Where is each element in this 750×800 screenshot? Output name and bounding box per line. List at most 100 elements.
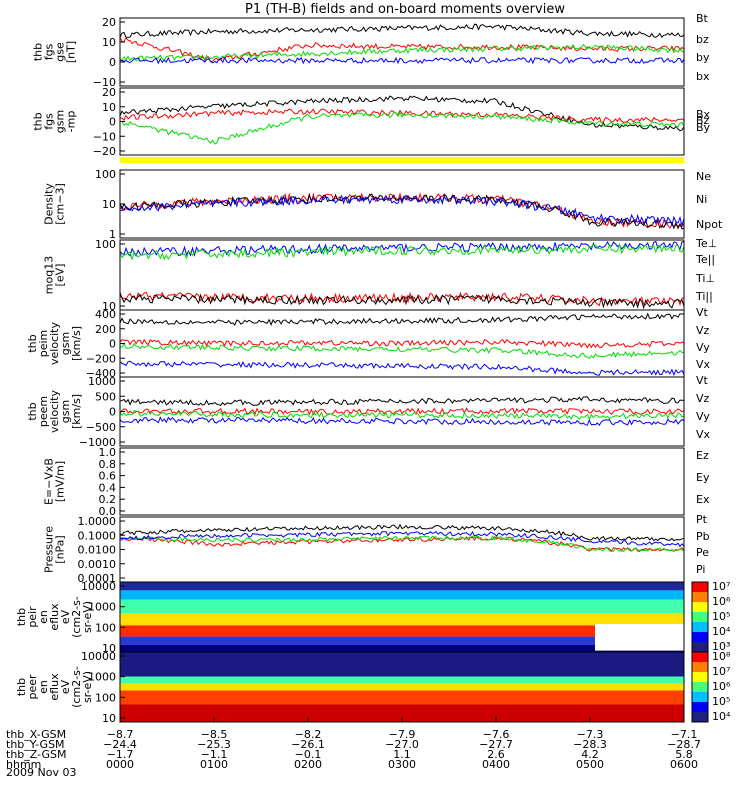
ephemeris-value: −28.7 bbox=[667, 738, 701, 751]
y-tick-label: 400 bbox=[95, 308, 116, 321]
ephemeris-value: 0100 bbox=[200, 758, 228, 771]
y-tick-label: −400 bbox=[86, 367, 116, 380]
panel-6: Vt Vz Vy Vx 1000 500 0 −500 −1000 thbpeemvelocity… bbox=[26, 374, 711, 449]
y-tick-label: 0.4 bbox=[99, 481, 117, 494]
spectrogram-band bbox=[120, 690, 684, 705]
series-Vx-line bbox=[119, 416, 685, 427]
ephemeris-value: −8.7 bbox=[107, 728, 134, 741]
legend-Vy: Vy bbox=[696, 341, 710, 354]
legend-Vt: Vt bbox=[696, 374, 709, 387]
y-tick-label: 0 bbox=[109, 116, 116, 129]
ephemeris-row-label: hhmm bbox=[6, 758, 41, 771]
y-axis-label: E=−VxB bbox=[43, 458, 56, 505]
series-By-line bbox=[119, 111, 685, 145]
legend-Ez: Ez bbox=[696, 449, 709, 462]
spectrogram-band bbox=[120, 683, 684, 691]
spectrogram-band bbox=[120, 590, 684, 600]
ephemeris-row-label: thb_Y-GSM bbox=[6, 738, 65, 751]
y-tick-label: −20 bbox=[93, 145, 116, 158]
legend-Ti⊥: Ti⊥ bbox=[695, 272, 715, 285]
y-tick-label: 10 bbox=[102, 101, 116, 114]
series-Vz-line bbox=[119, 407, 685, 416]
ephemeris-value: −7.6 bbox=[483, 728, 510, 741]
y-tick-label: 100 bbox=[95, 238, 116, 251]
y-axis-label: (cm2-s- bbox=[70, 666, 83, 708]
colorbar-label: 10⁶ bbox=[712, 680, 731, 693]
legend-Bz: Bz bbox=[696, 114, 710, 127]
legend-by: by bbox=[696, 51, 710, 64]
y-tick-label: 1.0 bbox=[99, 446, 117, 459]
series-Te⊥-line bbox=[119, 291, 685, 307]
panel-5: Vt Vz Vy Vx 400 200 0−200 −400 thbpeimvelocitygs… bbox=[26, 306, 711, 380]
ephemeris-value: −28.3 bbox=[573, 738, 607, 751]
y-tick-label: 1000 bbox=[88, 601, 116, 614]
legend-Pe: Pe bbox=[696, 546, 709, 559]
date-label: 2009 Nov 03 bbox=[6, 766, 76, 779]
colorbar-label: 10³ bbox=[712, 640, 730, 653]
legend-Vx: Vx bbox=[696, 428, 711, 441]
y-axis-label: thb bbox=[15, 678, 28, 696]
series-Vt-line bbox=[119, 312, 685, 327]
spectrogram-band bbox=[120, 645, 684, 652]
colorbar-label: 10⁴ bbox=[712, 625, 731, 638]
spectrogram-band bbox=[120, 652, 684, 677]
y-tick-label: 0.0 bbox=[99, 505, 117, 518]
legend-Ne: Ne bbox=[696, 170, 711, 183]
y-tick-label: 10000 bbox=[81, 580, 116, 593]
colorbar-label: 10⁶ bbox=[712, 595, 731, 608]
y-tick-label: 0.8 bbox=[99, 458, 117, 471]
x-axis-ephemeris: thb_X-GSM −8.7 −8.5 −8.2 −7.9 −7.6 −7.3 −7.1 thb… bbox=[6, 717, 701, 771]
ephemeris-value: 0200 bbox=[294, 758, 322, 771]
y-tick-label: −200 bbox=[86, 352, 116, 365]
ephemeris-value: −27.7 bbox=[479, 738, 513, 751]
colorbar-frame bbox=[691, 651, 709, 723]
y-axis-label: peir bbox=[26, 606, 39, 628]
colorbar-segment bbox=[692, 682, 708, 693]
y-axis-label: thb bbox=[26, 334, 39, 352]
series-Vx-line bbox=[119, 360, 685, 377]
colorbar-label: 10⁵ bbox=[712, 610, 730, 623]
y-axis-label: [nPa] bbox=[54, 535, 67, 563]
y-tick-label: 20 bbox=[102, 16, 116, 29]
series-Pb-line bbox=[119, 535, 685, 553]
panel-frame bbox=[119, 376, 685, 447]
y-axis-label: peem bbox=[37, 396, 50, 427]
ephemeris-value: −1.7 bbox=[107, 748, 134, 761]
y-axis-label: fgs bbox=[43, 113, 56, 130]
spectrogram-band bbox=[120, 704, 684, 722]
spectrogram-band bbox=[120, 636, 684, 645]
y-axis-label: [km/s] bbox=[70, 326, 83, 361]
y-tick-label: 0.2 bbox=[99, 493, 117, 506]
ephemeris-value: −7.1 bbox=[671, 728, 698, 741]
y-tick-label: 0 bbox=[109, 406, 116, 419]
figure-title: P1 (TH-B) fields and on-board moments ov… bbox=[245, 2, 565, 17]
y-axis-label: gsm bbox=[59, 400, 72, 423]
series-bx-line bbox=[119, 56, 685, 65]
spectrogram-band bbox=[120, 582, 684, 591]
y-tick-label: 0.0100 bbox=[78, 544, 117, 557]
colorbar-segment bbox=[692, 632, 708, 643]
ephemeris-value: 2.6 bbox=[487, 748, 505, 761]
panel-7: Ez Ey Ex 1.00.80.60.40.20.0 E=−VxB[mV/m] bbox=[43, 446, 710, 518]
panel-3: Ne Ni Npot 100 10 1 Density[cm−3] bbox=[43, 168, 723, 241]
colorbar-segment bbox=[692, 622, 708, 633]
legend-Ti||: Ti|| bbox=[695, 290, 713, 303]
series-Vy-line bbox=[119, 342, 685, 360]
spectrogram-band bbox=[120, 625, 684, 637]
y-axis-label: gsm bbox=[59, 332, 72, 355]
series-Pt-line bbox=[119, 523, 685, 542]
series-Te||-line bbox=[119, 293, 685, 310]
series-Bz-line bbox=[119, 108, 685, 124]
y-tick-label: 1000 bbox=[88, 375, 116, 388]
y-tick-label: −500 bbox=[86, 421, 116, 434]
y-axis-label: gsm bbox=[54, 110, 67, 133]
y-axis-label: eV bbox=[59, 609, 72, 624]
y-axis-label: eV bbox=[59, 679, 72, 694]
ephemeris-value: −8.5 bbox=[201, 728, 228, 741]
ephemeris-value: 0500 bbox=[576, 758, 604, 771]
y-tick-label: −10 bbox=[93, 76, 116, 89]
y-tick-label: 0.0010 bbox=[78, 558, 117, 571]
panel-frame bbox=[119, 17, 685, 87]
